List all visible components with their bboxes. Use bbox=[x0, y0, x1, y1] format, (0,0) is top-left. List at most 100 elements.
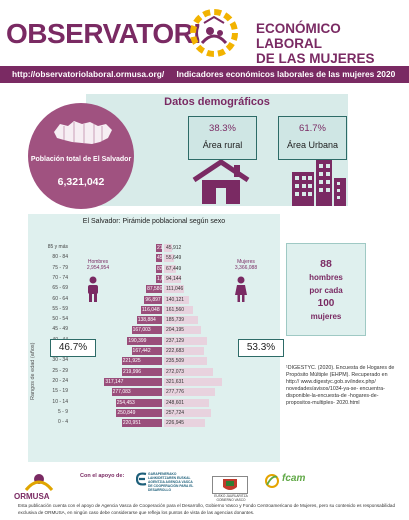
female-value-label: 222,683 bbox=[166, 348, 185, 354]
female-bar bbox=[164, 336, 208, 345]
observatorio-subtitle: ECONÓMICO LABORAL DE LAS MUJERES bbox=[256, 21, 375, 66]
house-icon bbox=[192, 160, 250, 204]
male-bar: 138,884 bbox=[136, 316, 162, 325]
rural-pct: 38.3% bbox=[209, 123, 236, 134]
female-value-label: 272,073 bbox=[166, 368, 185, 375]
female-bar bbox=[164, 264, 177, 273]
male-bar: 167,003 bbox=[131, 326, 162, 335]
urban-box: 61.7% Área Urbana bbox=[278, 116, 347, 160]
female-value-label: 237,129 bbox=[166, 337, 185, 344]
age-group-label: 30 - 34 bbox=[52, 357, 68, 364]
female-bar bbox=[164, 326, 202, 335]
age-group-label: 10 - 14 bbox=[52, 398, 68, 405]
female-bar bbox=[164, 244, 173, 252]
age-group-label: 15 - 19 bbox=[52, 388, 68, 395]
female-bar bbox=[164, 274, 182, 283]
agency-e-icon bbox=[136, 472, 147, 486]
female-bar bbox=[164, 347, 205, 355]
female-bar bbox=[164, 377, 223, 386]
male-bar: 220,951 bbox=[121, 419, 162, 428]
url-bar: http://observatoriolaboral.ormusa.org/ I… bbox=[0, 66, 409, 83]
urban-label: Área Urbana bbox=[286, 140, 339, 150]
rural-label: Área rural bbox=[202, 140, 243, 150]
male-bar: 96,897 bbox=[144, 295, 162, 304]
gov-emblem-icon bbox=[223, 479, 237, 490]
female-value-label: 226,945 bbox=[166, 420, 185, 427]
male-bar: 254,453 bbox=[115, 398, 162, 407]
women-label: Mujeres 3,366,088 bbox=[234, 259, 258, 271]
female-bar bbox=[164, 388, 215, 397]
age-group-label: 50 - 54 bbox=[52, 316, 68, 323]
male-bar: 250,849 bbox=[116, 408, 162, 417]
population-label: Población total de El Salvador bbox=[30, 156, 132, 163]
age-group-label: 65 - 69 bbox=[52, 285, 68, 292]
age-group-label: 5 - 9 bbox=[57, 408, 68, 415]
man-icon bbox=[88, 276, 98, 302]
male-bar: 277,083 bbox=[111, 388, 162, 397]
female-value-label: 55,649 bbox=[166, 255, 182, 262]
female-bar bbox=[164, 398, 210, 407]
male-bar: 828 bbox=[156, 264, 166, 273]
female-value-label: 248,601 bbox=[166, 399, 185, 406]
male-bar: 87,580 bbox=[146, 285, 163, 294]
ormusa-name: ORMUSA bbox=[14, 492, 50, 501]
ratio-number-2: 100 bbox=[317, 298, 335, 309]
female-value-label: 45,912 bbox=[166, 245, 182, 251]
female-bar bbox=[164, 305, 194, 314]
buildings-icon bbox=[292, 160, 346, 206]
female-value-label: 235,509 bbox=[166, 358, 185, 365]
url-subtitle: Indicadores económicos laborales de las … bbox=[176, 69, 396, 79]
observatorio-logo-text: OBSERVATORIO bbox=[6, 18, 222, 49]
age-group-label: 70 - 74 bbox=[52, 274, 68, 281]
fcam-name: fcam bbox=[282, 473, 306, 484]
male-bar: 219,996 bbox=[122, 367, 162, 376]
women-percentage: 53.3% bbox=[238, 339, 284, 357]
population-value: 6,321,042 bbox=[57, 176, 105, 188]
age-group-label: 85 y más bbox=[47, 244, 68, 250]
male-bar: 167,442 bbox=[131, 347, 162, 355]
female-bar bbox=[164, 285, 185, 294]
population-circle bbox=[28, 103, 134, 209]
demographics-title: Datos demográficos bbox=[164, 96, 270, 108]
male-bar: 317,147 bbox=[104, 377, 162, 386]
female-bar bbox=[164, 316, 198, 325]
female-value-label: 140,121 bbox=[166, 296, 185, 303]
age-group-label: 55 - 59 bbox=[52, 305, 68, 312]
ratio-text-3: mujeres bbox=[310, 312, 342, 321]
agency-logo: GARAPENERAKO LANKIDETZAREN EUSKAL AGENTZ… bbox=[136, 472, 194, 492]
gender-ratio-box: 88 hombres por cada 100 mujeres bbox=[286, 243, 366, 336]
female-value-label: 67,449 bbox=[166, 265, 182, 272]
male-bar: 221,925 bbox=[121, 357, 162, 366]
age-group-label: 75 - 79 bbox=[52, 264, 68, 271]
woman-icon bbox=[235, 276, 247, 302]
female-value-label: 321,631 bbox=[166, 378, 185, 385]
urban-pct: 61.7% bbox=[299, 123, 326, 134]
ormusa-logo-icon bbox=[24, 474, 54, 491]
pyramid-title: El Salvador: Pirámide poblacional según … bbox=[82, 218, 226, 225]
men-label: Hombres 2,954,954 bbox=[86, 259, 110, 271]
age-group-label: 25 - 29 bbox=[52, 367, 68, 374]
male-bar: 1,880 bbox=[156, 274, 170, 283]
ratio-text-1: hombres bbox=[309, 273, 343, 282]
age-group-label: 80 - 84 bbox=[52, 254, 68, 261]
gobierno-vasco-logo bbox=[212, 476, 248, 494]
female-value-label: 257,724 bbox=[166, 409, 185, 416]
female-bar bbox=[164, 295, 190, 304]
age-group-label: 20 - 24 bbox=[52, 377, 68, 384]
female-bar bbox=[164, 254, 175, 263]
female-bar bbox=[164, 419, 206, 428]
rural-box: 38.3% Área rural bbox=[188, 116, 257, 160]
age-group-label: 0 - 4 bbox=[57, 419, 68, 426]
fcam-logo-icon bbox=[265, 474, 279, 488]
url-link[interactable]: http://observatoriolaboral.ormusa.org/ bbox=[12, 69, 165, 79]
gear-logo-icon bbox=[190, 9, 238, 57]
female-value-label: 111,046 bbox=[166, 286, 184, 293]
male-bar: 45 bbox=[156, 254, 163, 263]
source-citation: ¹DIGESTYC. (2020). Encuesta de Hogares d… bbox=[286, 365, 395, 406]
ratio-number: 88 bbox=[320, 258, 332, 270]
ratio-text-2: por cada bbox=[309, 286, 343, 295]
male-bar: 21 bbox=[156, 244, 163, 252]
female-value-label: 94,144 bbox=[166, 275, 182, 282]
female-value-label: 277,776 bbox=[166, 389, 185, 396]
female-bar bbox=[164, 367, 214, 376]
